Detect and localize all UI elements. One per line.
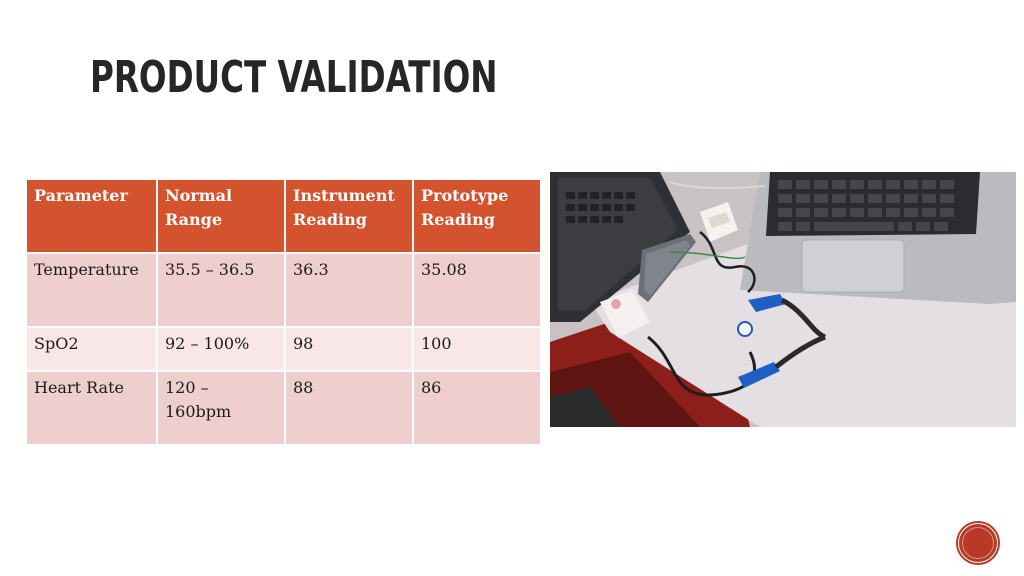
cell-instrument-reading: 88 bbox=[284, 370, 414, 446]
cell-instrument-reading: 98 bbox=[284, 326, 414, 372]
slide-title: Product Validation bbox=[90, 52, 498, 103]
header-parameter: Parameter bbox=[25, 178, 158, 254]
prototype-photo bbox=[550, 172, 1016, 427]
slide-nav-ring bbox=[962, 527, 994, 559]
slide-nav-button[interactable] bbox=[958, 523, 998, 563]
table-header-row: Parameter Normal Range Instrument Readin… bbox=[25, 178, 542, 254]
header-prototype-reading: Prototype Reading bbox=[412, 178, 542, 254]
cell-prototype-reading: 100 bbox=[412, 326, 542, 372]
cell-normal-range: 92 – 100% bbox=[156, 326, 286, 372]
table-row: Temperature 35.5 – 36.5 36.3 35.08 bbox=[25, 252, 542, 328]
header-normal-range: Normal Range bbox=[156, 178, 286, 254]
table-row: SpO2 92 – 100% 98 100 bbox=[25, 326, 542, 372]
cell-parameter: Heart Rate bbox=[25, 370, 158, 446]
cell-normal-range: 120 – 160bpm bbox=[156, 370, 286, 446]
cell-prototype-reading: 86 bbox=[412, 370, 542, 446]
header-instrument-reading: Instrument Reading bbox=[284, 178, 414, 254]
table-row: Heart Rate 120 – 160bpm 88 86 bbox=[25, 370, 542, 446]
cell-normal-range: 35.5 – 36.5 bbox=[156, 252, 286, 328]
cell-prototype-reading: 35.08 bbox=[412, 252, 542, 328]
cell-instrument-reading: 36.3 bbox=[284, 252, 414, 328]
cell-parameter: SpO2 bbox=[25, 326, 158, 372]
validation-table: Parameter Normal Range Instrument Readin… bbox=[25, 178, 542, 446]
cell-parameter: Temperature bbox=[25, 252, 158, 328]
